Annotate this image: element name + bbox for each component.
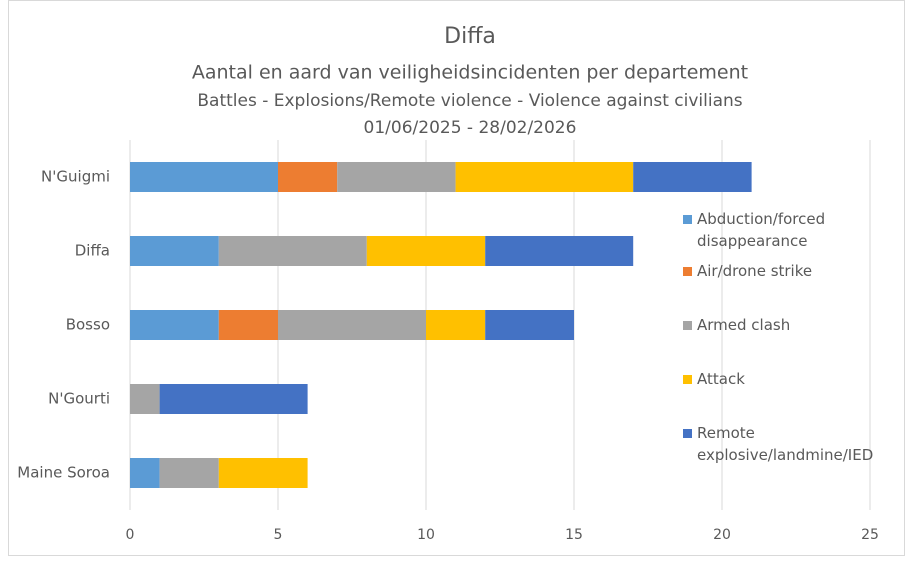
y-tick-label: Maine Soroa [17,464,110,482]
bar-segment [366,236,486,266]
chart-frame [8,0,905,556]
legend-swatch [683,429,692,438]
x-tick-label: 25 [861,527,879,543]
bar-segment [278,310,426,340]
chart-subtitle: 01/06/2025 - 28/02/2026 [364,118,577,138]
bar-segment [130,310,219,340]
legend-item: Air/drone strike [683,260,877,282]
legend-swatch [683,215,692,224]
x-tick-label: 5 [274,527,283,543]
legend-swatch [683,321,692,330]
bar-segment [455,162,634,192]
bar-segment [159,458,219,488]
legend-swatch [683,375,692,384]
legend-label: Armed clash [697,316,791,334]
bar-segment [218,310,278,340]
bar-segment [337,162,456,192]
chart-subtitle: Battles - Explosions/Remote violence - V… [197,91,742,111]
legend-label: Abduction/forced disappearance [697,210,826,250]
chart-subtitle: Aantal en aard van veiligheidsincidenten… [192,62,748,84]
legend-item: Armed clash [683,314,877,336]
legend-item: Attack [683,368,877,390]
bar-segment [130,236,219,266]
chart-title: Diffa [444,24,496,49]
y-tick-label: N'Gourti [48,390,110,408]
legend-label: Attack [697,370,745,388]
bar-segment [218,236,367,266]
y-tick-label: Diffa [75,242,110,260]
bar-segment [485,236,634,266]
x-tick-label: 20 [713,527,731,543]
legend-item: Remote explosive/landmine/IED [683,422,877,466]
bar-segment [278,162,338,192]
legend-label: Remote explosive/landmine/IED [697,424,874,464]
legend-swatch [683,267,692,276]
bar-segment [130,162,278,192]
bar-segment [218,458,308,488]
x-tick-label: 0 [126,527,135,543]
legend-label: Air/drone strike [697,262,813,280]
legend-item: Abduction/forced disappearance [683,208,877,252]
bar-segment [130,384,160,414]
bar-segment [426,310,486,340]
bar-segment [633,162,752,192]
bar-segment [485,310,574,340]
bar-segment [159,384,308,414]
y-tick-label: Bosso [66,316,110,334]
y-tick-label: N'Guigmi [41,168,110,186]
x-tick-label: 10 [417,527,435,543]
x-tick-label: 15 [565,527,583,543]
bar-segment [130,458,160,488]
